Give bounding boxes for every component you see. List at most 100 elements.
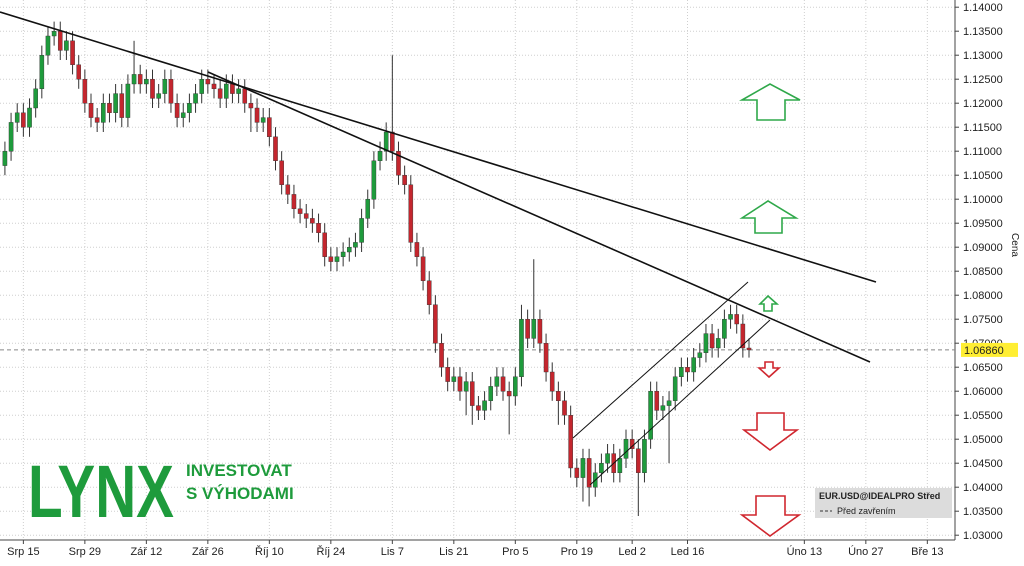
y-tick-label: 1.12000	[963, 98, 1003, 110]
candle-body	[476, 405, 481, 411]
x-tick-label: Říj 24	[316, 545, 345, 558]
y-tick-label: 1.07500	[963, 314, 1003, 326]
y-tick-label: 1.14000	[963, 2, 1003, 14]
candle-body	[205, 78, 211, 85]
x-tick-label: Srp 29	[69, 546, 101, 558]
trend-line	[0, 11, 877, 283]
down-arrow	[739, 495, 802, 537]
candle-body	[617, 458, 623, 473]
candle-body	[94, 117, 100, 123]
candle-body	[21, 112, 26, 128]
candle-body	[156, 93, 161, 99]
candle-body	[82, 78, 88, 104]
candle-body	[248, 102, 254, 109]
y-axis-label: Cena	[1009, 233, 1020, 257]
candle-body	[51, 31, 57, 37]
logo-name: LYNX	[28, 450, 174, 533]
up-arrow	[758, 294, 780, 312]
y-tick-label: 1.10000	[963, 194, 1003, 206]
y-tick-label: 1.08000	[963, 290, 1003, 302]
candle-body	[574, 467, 580, 478]
y-tick-label: 1.13000	[963, 50, 1003, 62]
arrows	[738, 83, 802, 537]
candle-body	[168, 78, 174, 104]
candle-body	[494, 376, 500, 387]
candle-body	[537, 319, 543, 344]
candle-body	[322, 232, 327, 258]
candle-body	[291, 194, 297, 209]
candle-body	[346, 246, 352, 253]
candle-body	[390, 131, 395, 152]
candle-body	[131, 74, 137, 85]
channel-line	[589, 319, 771, 486]
candle-body	[525, 319, 530, 339]
up-arrow	[739, 200, 799, 234]
candle-body	[740, 323, 746, 349]
candle-body	[433, 304, 438, 344]
down-arrow	[756, 361, 782, 379]
candle-body	[353, 242, 358, 248]
candle-body	[685, 367, 690, 373]
y-tick-label: 1.08500	[963, 266, 1003, 278]
candle-body	[482, 400, 487, 411]
candle-body	[519, 319, 524, 378]
candle-body	[556, 391, 561, 402]
y-tick-label: 1.04500	[963, 458, 1003, 470]
candle-body	[334, 256, 340, 262]
candle-body	[2, 150, 8, 166]
y-tick-label: 1.06000	[963, 386, 1003, 398]
x-tick-label: Říj 10	[255, 545, 284, 558]
x-tick-label: Srp 15	[7, 546, 39, 558]
candle-body	[408, 184, 414, 243]
candle-body	[414, 242, 420, 257]
candle-body	[439, 343, 444, 368]
candle-body	[371, 160, 377, 200]
x-tick-label: Pro 5	[502, 546, 528, 558]
candle-body	[580, 458, 586, 478]
candle-body	[211, 83, 217, 90]
candle-body	[224, 83, 229, 99]
trend-lines	[0, 11, 877, 486]
candle-body	[642, 439, 647, 474]
candle-body	[340, 251, 346, 257]
candle-body	[316, 222, 321, 233]
candle-body	[605, 453, 610, 464]
candle-body	[125, 83, 131, 118]
y-tick-label: 1.11000	[963, 146, 1002, 158]
candle-body	[722, 319, 727, 339]
candle-body	[654, 391, 660, 411]
candle-body	[599, 463, 604, 474]
last-price-box	[961, 342, 1018, 357]
x-tick-label: Lis 7	[381, 546, 404, 558]
candle-body	[734, 314, 739, 325]
candle-body	[463, 381, 469, 392]
y-tick-label: 1.13500	[963, 26, 1003, 38]
candle-body	[715, 338, 721, 349]
down-arrow	[741, 412, 800, 452]
legend: EUR.USD@IDEALPRO Střed Před zavřením	[815, 488, 952, 518]
candle-body	[33, 88, 38, 109]
candle-body	[488, 386, 494, 401]
y-tick-label: 1.10500	[963, 170, 1003, 182]
legend-symbol: EUR.USD@IDEALPRO Střed	[819, 491, 940, 501]
y-tick-label: 1.06500	[963, 362, 1003, 374]
candle-body	[562, 400, 567, 416]
candle-body	[217, 88, 223, 99]
candle-body	[144, 78, 149, 85]
candle-body	[568, 415, 573, 469]
candle-body	[383, 131, 389, 152]
x-tick-label: Úno 13	[787, 545, 822, 558]
y-tick-label: 1.09500	[963, 218, 1003, 230]
y-tick-label: 1.03000	[963, 530, 1003, 542]
candle-body	[672, 376, 678, 401]
trend-line	[207, 71, 871, 363]
candle-body	[14, 112, 20, 123]
x-tick-label: Led 16	[671, 546, 705, 558]
candle-body	[273, 136, 278, 162]
x-tick-label: Pro 19	[561, 546, 593, 558]
candle-body	[697, 352, 703, 358]
candle-body	[420, 256, 426, 281]
candle-body	[586, 458, 592, 488]
candle-body	[469, 381, 475, 406]
